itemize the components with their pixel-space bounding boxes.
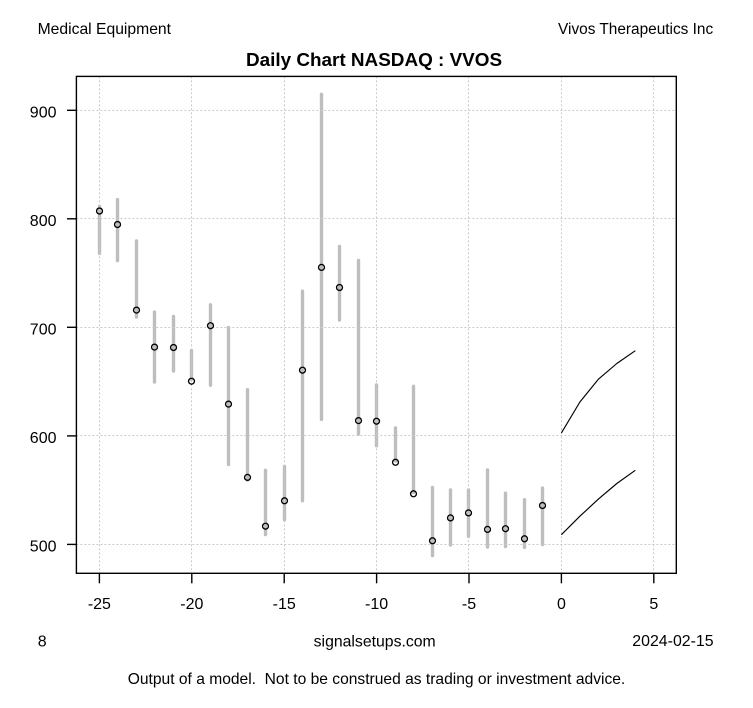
svg-text:Vivos Therapeutics Inc: Vivos Therapeutics Inc [558,21,713,38]
svg-text:-25: -25 [88,596,111,613]
svg-text:Output of a model. Not to be: Output of a model. Not to be construed a… [128,671,626,688]
svg-text:5: 5 [649,596,658,613]
svg-text:-5: -5 [462,596,476,613]
svg-text:2024-02-15: 2024-02-15 [632,633,713,650]
svg-text:-20: -20 [180,596,203,613]
svg-text:900: 900 [30,104,57,121]
svg-text:-10: -10 [365,596,388,613]
svg-text:Medical Equipment: Medical Equipment [38,21,172,38]
svg-text:800: 800 [30,213,57,230]
svg-text:0: 0 [557,596,566,613]
svg-text:700: 700 [30,321,57,338]
svg-text:8: 8 [38,634,47,651]
svg-text:Daily Chart NASDAQ : VVOS: Daily Chart NASDAQ : VVOS [246,50,502,71]
svg-text:600: 600 [30,430,57,447]
svg-text:500: 500 [30,539,57,556]
svg-text:-15: -15 [273,596,296,613]
svg-text:signalsetups.com: signalsetups.com [314,634,436,651]
